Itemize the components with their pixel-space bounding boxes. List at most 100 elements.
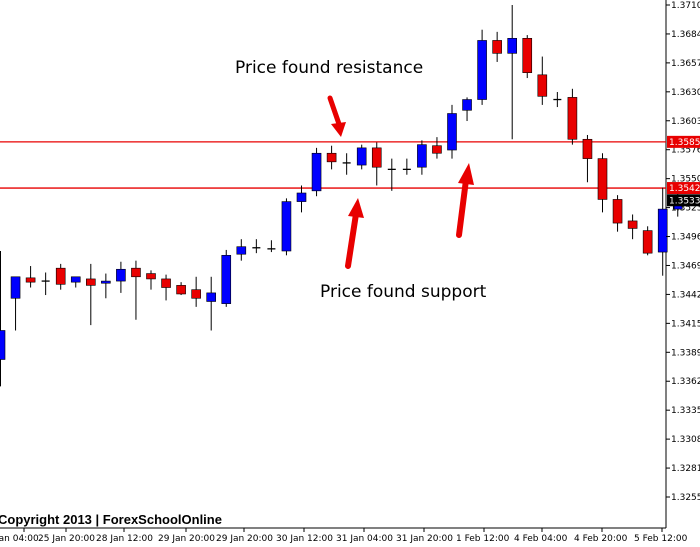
candle — [537, 56, 548, 105]
x-tick-label: 4 Feb 20:00 — [574, 534, 628, 544]
candle — [296, 185, 307, 213]
candle — [206, 276, 216, 331]
candle-body — [206, 292, 216, 302]
level-tag: 1.35856 — [669, 138, 700, 148]
candle — [70, 276, 81, 288]
candle — [161, 274, 171, 301]
candle-body — [567, 97, 578, 140]
candle — [55, 263, 66, 290]
level-tag: 1.35426 — [669, 184, 700, 194]
y-tick-label: 1.34155 — [671, 319, 700, 329]
x-tick-label: 29 Jan 20:00 — [158, 534, 215, 544]
candle-body — [371, 147, 382, 168]
level-tag-bg — [667, 182, 700, 195]
current-price-tag: 1.35334 — [669, 196, 700, 206]
price-tags: 1.35856 1.35426 1.35334 — [667, 135, 700, 207]
candle — [116, 261, 126, 293]
candle-body — [0, 330, 6, 360]
candle-body — [447, 113, 457, 151]
current-price-tag-bg — [667, 194, 700, 207]
candle — [236, 239, 247, 261]
candle — [447, 104, 457, 159]
y-tick-label: 1.34960 — [671, 233, 700, 243]
candle — [86, 263, 96, 326]
x-tick-label: 25 Jan 20:00 — [38, 534, 95, 544]
candle-body — [70, 276, 81, 283]
candle-body — [236, 246, 247, 255]
candle — [417, 140, 427, 175]
candle — [252, 239, 261, 254]
candle — [267, 240, 276, 253]
y-tick-label: 1.33355 — [671, 406, 700, 416]
candle — [221, 249, 232, 307]
candle — [371, 142, 382, 186]
candle — [582, 134, 593, 183]
candle — [0, 251, 6, 387]
x-axis-ticks: Jan 04:00 25 Jan 20:00 28 Jan 12:00 29 Jan … — [0, 528, 688, 544]
y-tick-label: 1.37105 — [671, 1, 700, 11]
candle-body — [176, 285, 186, 295]
y-tick-label: 1.32550 — [671, 493, 700, 503]
x-tick-label: 29 Jan 20:00 — [216, 534, 273, 544]
candle — [462, 97, 472, 122]
candle — [326, 145, 337, 170]
candle — [131, 260, 141, 320]
candle — [522, 35, 533, 79]
candle — [432, 137, 442, 159]
candle — [191, 276, 201, 307]
x-tick-label: 31 Jan 04:00 — [336, 534, 393, 544]
candle — [10, 276, 21, 331]
candle-body — [326, 152, 337, 163]
candle-body — [221, 254, 232, 304]
candle — [477, 29, 487, 105]
y-tick-label: 1.32815 — [671, 464, 700, 474]
candle-body — [582, 138, 593, 159]
candle-body — [627, 220, 638, 229]
candle — [146, 270, 156, 290]
candle-body — [131, 267, 141, 278]
candle — [657, 187, 668, 276]
x-tick-label: 5 Feb 12:00 — [634, 534, 688, 544]
candle — [25, 266, 36, 288]
candle-body — [55, 267, 66, 285]
x-tick-label: 4 Feb 04:00 — [514, 534, 568, 544]
candle — [311, 147, 322, 197]
candle — [492, 31, 502, 62]
x-tick-label: 30 Jan 12:00 — [276, 534, 333, 544]
candle-body — [537, 74, 548, 97]
candle — [627, 214, 638, 240]
y-tick-label: 1.33085 — [671, 435, 700, 445]
candle-body — [191, 289, 201, 299]
copyright-text: Copyright 2013 | ForexSchoolOnline — [0, 512, 222, 527]
candle — [402, 158, 411, 175]
candle-body — [311, 152, 322, 192]
candle-body — [492, 40, 502, 54]
candle — [597, 153, 608, 213]
level-tag-bg — [667, 135, 700, 148]
candle — [356, 144, 367, 170]
arrow-resistance — [327, 95, 346, 137]
candle-body — [116, 268, 126, 282]
y-tick-label: 1.34425 — [671, 290, 700, 300]
candle-body — [642, 230, 653, 254]
y-tick-label: 1.34695 — [671, 261, 700, 271]
x-tick-label: Jan 04:00 — [0, 534, 39, 544]
candle-body — [657, 208, 668, 253]
horizontal-levels — [0, 141, 666, 189]
candle-body — [356, 147, 367, 166]
x-tick-label: 31 Jan 20:00 — [396, 534, 453, 544]
candle-body — [507, 38, 518, 54]
candle-body — [597, 158, 608, 200]
annotation-support: Price found support — [320, 282, 487, 302]
y-tick-label: 1.33890 — [671, 348, 700, 358]
annotation-resistance: Price found resistance — [235, 58, 423, 78]
y-tick-label: 1.36300 — [671, 88, 700, 98]
candle — [553, 92, 562, 108]
candle-body — [477, 40, 487, 100]
candle — [567, 88, 578, 145]
candle-body — [281, 201, 292, 252]
candle — [507, 5, 518, 140]
candle — [41, 272, 50, 296]
